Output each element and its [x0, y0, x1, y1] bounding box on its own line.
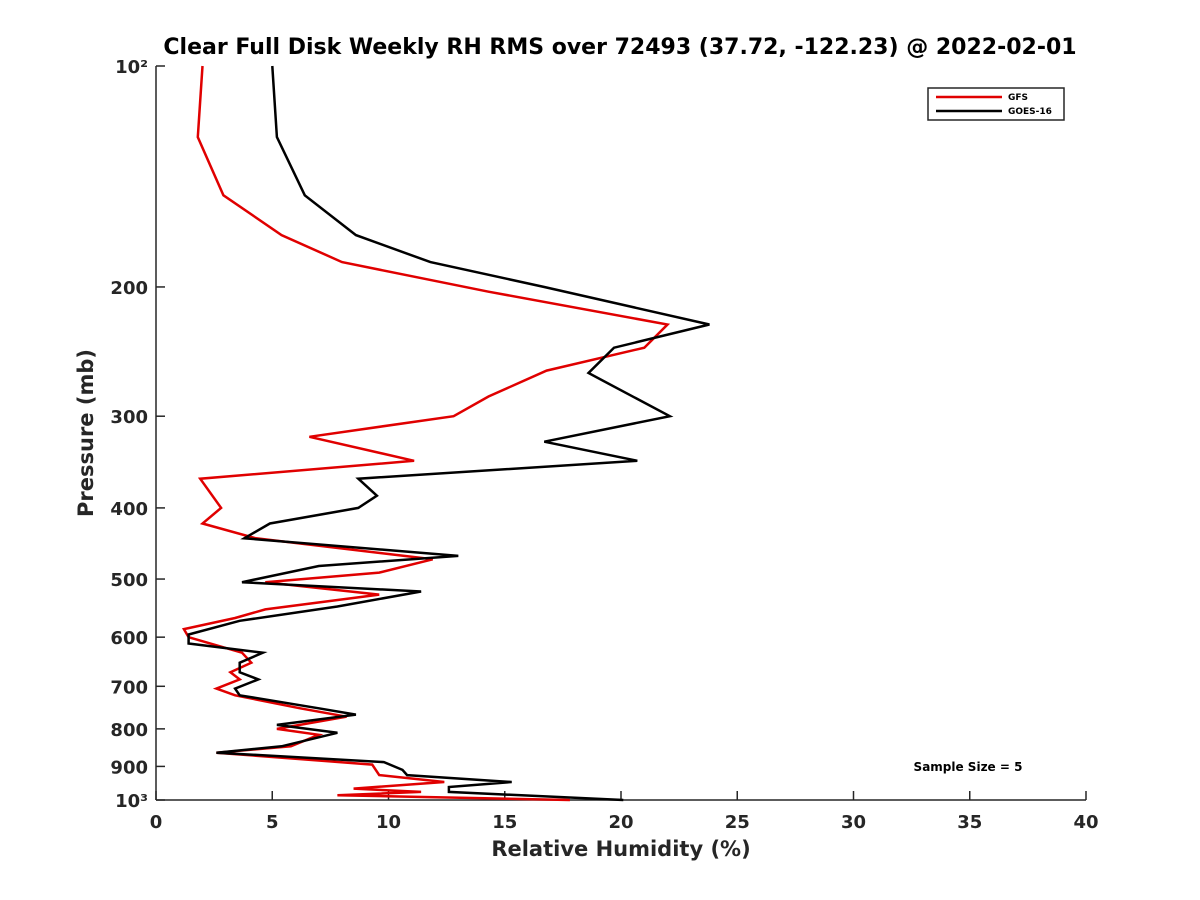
series-line-gfs — [181, 65, 671, 802]
y-tick-label: 800 — [110, 720, 148, 741]
x-tick-label: 10 — [376, 812, 401, 833]
x-tick-label: 35 — [957, 812, 982, 833]
legend-label-gfs: GFS — [1008, 93, 1028, 103]
x-axis-label: Relative Humidity (%) — [491, 837, 750, 861]
y-tick-label: 200 — [110, 278, 148, 299]
y-tick-label: 600 — [110, 628, 148, 649]
y-tick-label: 10³ — [115, 791, 148, 812]
x-tick-label: 25 — [725, 812, 750, 833]
x-tick-label: 0 — [150, 812, 163, 833]
y-tick-label: 300 — [110, 407, 148, 428]
y-tick-label: 900 — [110, 757, 148, 778]
y-tick-label: 10² — [115, 57, 148, 78]
x-tick-label: 15 — [492, 812, 517, 833]
x-tick-label: 5 — [266, 812, 279, 833]
x-ticks: 0 5 10 15 20 25 30 35 40 — [150, 791, 1099, 833]
series-line-goes-16 — [187, 65, 710, 802]
x-tick-label: 20 — [608, 812, 633, 833]
x-tick-label: 40 — [1073, 812, 1098, 833]
x-tick-label: 30 — [841, 812, 866, 833]
chart-title: Clear Full Disk Weekly RH RMS over 72493… — [163, 35, 1076, 60]
y-axis-label: Pressure (mb) — [74, 349, 98, 517]
y-tick-label: 400 — [110, 499, 148, 520]
legend: GFS GOES-16 — [927, 87, 1065, 121]
y-tick-label: 500 — [110, 570, 148, 591]
legend-box — [927, 87, 1065, 121]
sample-size-annotation: Sample Size = 5 — [914, 760, 1023, 774]
plot-area: 0 5 10 15 20 25 30 35 40 10² 200 300 400 500 600 700 80… — [110, 57, 1098, 833]
series-lines — [181, 65, 710, 802]
y-tick-label: 700 — [110, 677, 148, 698]
y-ticks: 10² 200 300 400 500 600 700 800 900 10³ — [110, 57, 165, 812]
legend-label-goes-16: GOES-16 — [1008, 107, 1052, 117]
